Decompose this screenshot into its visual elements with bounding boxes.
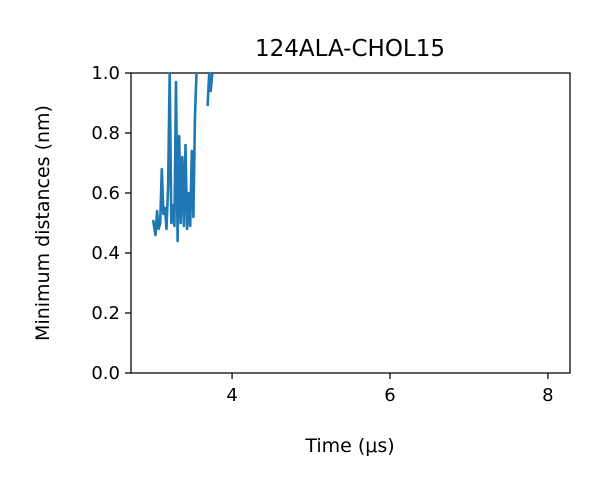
y-tick-label: 0.2 (91, 303, 120, 324)
y-tick-label: 0.0 (91, 363, 120, 384)
y-axis: 0.0 0.2 0.4 0.6 0.8 1.0 (91, 63, 131, 384)
chart-title: 124ALA-CHOL15 (255, 36, 445, 62)
plot-frame (130, 72, 571, 374)
x-tick-label: 4 (226, 385, 237, 406)
x-tick-label: 8 (542, 385, 553, 406)
series-line-1 (151, 71, 198, 243)
y-tick-label: 1.0 (91, 63, 120, 84)
x-axis-label: Time (μs) (304, 435, 394, 457)
y-tick-label: 0.4 (91, 243, 120, 264)
series-layer (151, 71, 214, 243)
y-tick-label: 0.6 (91, 183, 120, 204)
plot-area (130, 72, 571, 374)
y-tick-label: 0.8 (91, 123, 120, 144)
y-axis-label: Minimum distances (nm) (32, 105, 54, 341)
series-line-2 (206, 71, 214, 107)
x-axis: 4 6 8 (226, 373, 554, 406)
x-tick-label: 6 (384, 385, 395, 406)
